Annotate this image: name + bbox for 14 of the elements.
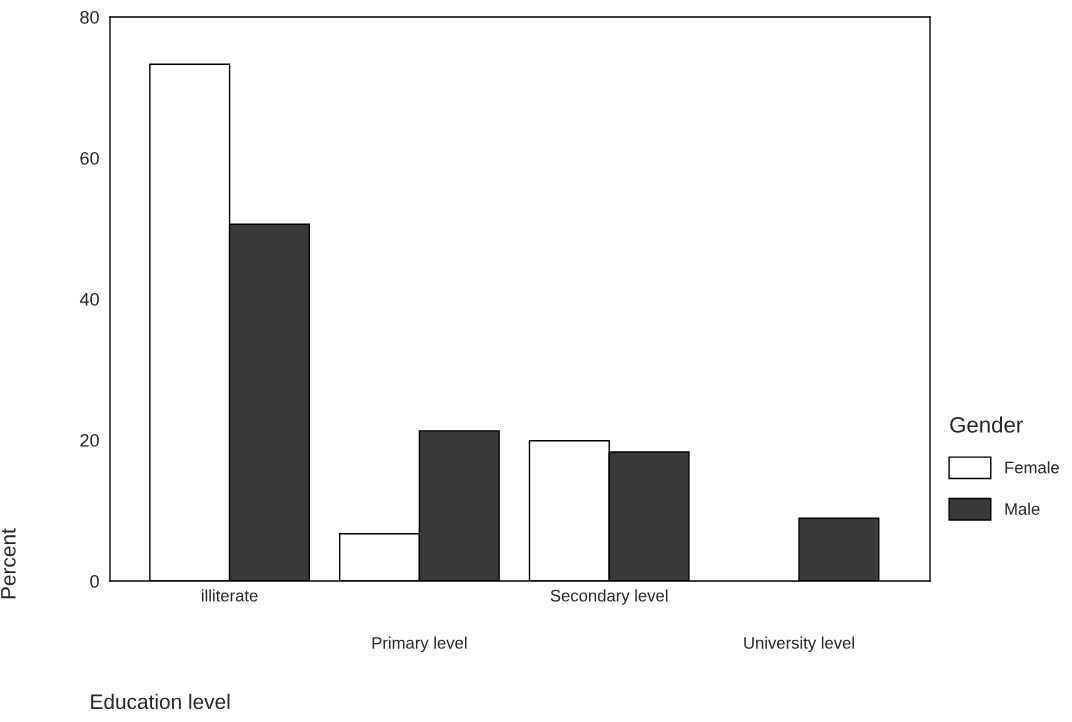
legend-label: Male [1005,502,1040,515]
legend-label: Female [1005,461,1059,474]
x-tick-label: Secondary level [550,589,668,605]
legend-title: Gender [950,416,1023,433]
x-tick-label: illiterate [201,589,258,602]
y-tick-label: 80 [80,10,99,24]
x-tick-label: Primary level [372,636,467,653]
x-axis-title: Education level [91,693,230,710]
y-tick-label: 60 [80,151,99,165]
x-tick-label: University level [744,636,854,653]
y-axis-title: Percent [1,528,16,599]
y-tick-label: 20 [80,433,99,447]
y-tick-label: 0 [90,574,99,588]
y-tick-label: 40 [79,292,99,306]
